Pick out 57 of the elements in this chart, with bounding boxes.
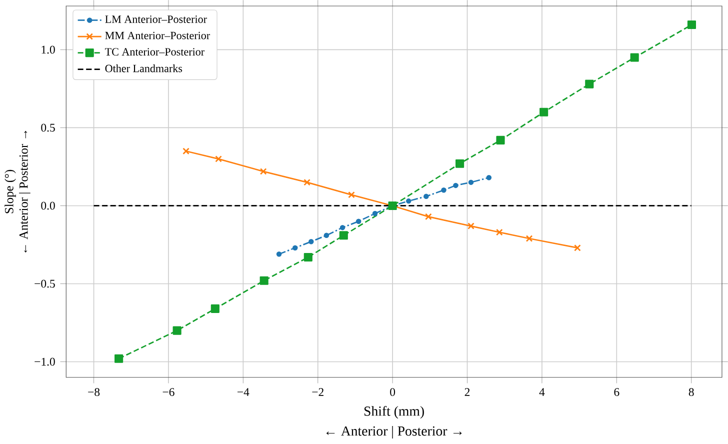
point: [260, 168, 267, 175]
point: [424, 213, 432, 220]
text: ← Anterior | Posterior →: [19, 130, 30, 252]
point: [356, 218, 362, 224]
point: [486, 174, 492, 180]
point: [453, 182, 458, 188]
point: [260, 276, 268, 285]
point: [215, 155, 222, 162]
point: [182, 148, 190, 154]
legend-label: LM Anterior–Posterior: [105, 15, 207, 23]
y-tick-label: 0.0: [41, 202, 55, 210]
point: [630, 53, 639, 62]
x-tick-label: 4: [539, 388, 545, 396]
y-tick-label: −1.0: [34, 358, 55, 366]
x-tick-label: −6: [162, 388, 174, 396]
text: ← Anterior | Posterior →: [326, 426, 462, 438]
point: [406, 198, 412, 204]
x-tick-label: 0: [390, 388, 396, 396]
point: [540, 108, 548, 116]
point: [456, 159, 464, 168]
point: [441, 187, 446, 193]
point: [340, 224, 346, 230]
point: [574, 244, 581, 252]
x-tick-label: 2: [464, 388, 470, 396]
x-axis-title: Shift (mm): [364, 406, 424, 419]
point: [292, 245, 298, 250]
point: [526, 234, 533, 242]
point: [468, 222, 474, 230]
point: [585, 80, 594, 88]
point: [496, 136, 505, 144]
x-tick-label: −2: [312, 388, 324, 396]
point: [496, 228, 503, 236]
point: [304, 252, 312, 262]
legend-label: MM Anterior–Posterior: [105, 32, 210, 40]
point: [687, 20, 696, 29]
point: [339, 230, 348, 240]
point: [210, 304, 220, 313]
x-tick-label: 8: [688, 388, 694, 396]
x-tick-label: −4: [238, 388, 250, 396]
legend-label: TC Anterior–Posterior: [105, 48, 204, 56]
x-tick-label: 6: [614, 388, 620, 396]
y-tick-label: 0.5: [41, 124, 55, 132]
point: [114, 354, 124, 363]
point: [468, 180, 474, 185]
y-axis-title: Slope (°): [4, 170, 16, 214]
point: [308, 238, 314, 244]
point: [304, 178, 310, 186]
x-tick-label: −8: [88, 388, 100, 396]
y-tick-label: −0.5: [34, 280, 55, 288]
point: [348, 191, 355, 198]
point: [324, 232, 330, 238]
point: [424, 194, 429, 199]
y-tick-label: 1.0: [42, 46, 55, 54]
point: [172, 326, 182, 335]
legend-label: Other Landmarks: [105, 64, 182, 72]
point: [276, 251, 282, 257]
point: [372, 210, 378, 216]
